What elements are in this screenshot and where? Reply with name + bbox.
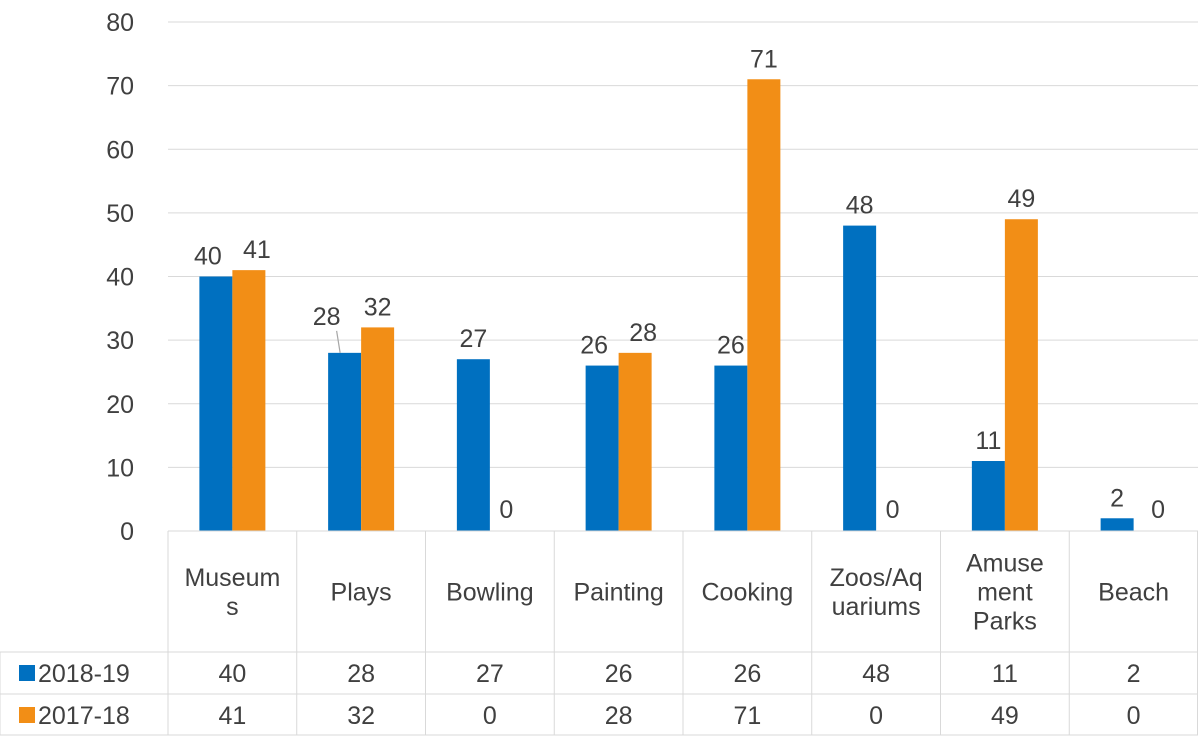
bar-2018-19 xyxy=(1100,518,1134,531)
gridlines xyxy=(168,21,1198,468)
data-label: 11 xyxy=(975,427,1001,455)
data-label: 28 xyxy=(313,303,341,331)
data-label: 0 xyxy=(886,496,900,524)
bar-2017-18 xyxy=(232,270,266,531)
data-label: 0 xyxy=(499,496,513,524)
table-cell: 48 xyxy=(862,660,890,688)
category-label: Amuse ment Parks xyxy=(966,550,1044,636)
leader-line xyxy=(336,330,341,353)
bar-2018-19 xyxy=(328,352,362,531)
data-label: 71 xyxy=(750,45,778,73)
table-cell: 41 xyxy=(218,702,246,730)
legend-swatch-2017-18 xyxy=(19,707,35,723)
data-label: 49 xyxy=(1007,185,1035,213)
y-tick-label: 0 xyxy=(120,518,134,546)
category-label: Painting xyxy=(573,579,663,607)
table-cell: 0 xyxy=(483,702,497,730)
y-tick-label: 60 xyxy=(106,136,134,164)
category-label: Museum s xyxy=(184,564,280,621)
table-cell: 0 xyxy=(869,702,883,730)
table-cell: 2 xyxy=(1127,660,1141,688)
data-label: 48 xyxy=(846,192,874,220)
table-cell: 26 xyxy=(605,660,633,688)
table-cell: 32 xyxy=(347,702,375,730)
table-cell: 0 xyxy=(1127,702,1141,730)
bar-2018-19 xyxy=(971,461,1005,531)
data-label: 27 xyxy=(459,325,487,353)
bar-2018-19 xyxy=(843,225,877,531)
data-label: 2 xyxy=(1110,484,1124,512)
bars xyxy=(199,79,1134,532)
data-label: 26 xyxy=(717,332,745,360)
y-tick-label: 30 xyxy=(106,327,134,355)
y-tick-label: 10 xyxy=(106,454,134,482)
bar-2017-18 xyxy=(361,327,395,531)
data-label: 28 xyxy=(629,319,657,347)
table-cell: 28 xyxy=(347,660,375,688)
bar-2018-19 xyxy=(714,365,748,531)
data-label: 41 xyxy=(243,236,271,264)
data-label: 0 xyxy=(1151,496,1165,524)
category-label: Beach xyxy=(1098,579,1169,607)
y-tick-label: 80 xyxy=(106,9,134,37)
table-cell: 40 xyxy=(218,660,246,688)
category-label: Plays xyxy=(331,579,392,607)
category-label: Bowling xyxy=(446,579,534,607)
bar-2017-18 xyxy=(747,79,781,531)
y-tick-label: 70 xyxy=(106,73,134,101)
table-cell: 26 xyxy=(733,660,761,688)
table-cell: 11 xyxy=(992,660,1018,688)
table-cell: 71 xyxy=(733,702,761,730)
bar-2018-19 xyxy=(456,359,490,531)
table-cell: 49 xyxy=(991,702,1019,730)
bar-2018-19 xyxy=(199,276,233,531)
bar-2017-18 xyxy=(1004,219,1038,532)
y-tick-label: 50 xyxy=(106,200,134,228)
table-cell: 27 xyxy=(476,660,504,688)
data-table: Museum s Plays Bowling Painting Cooking Zoos/A… xyxy=(0,530,1198,736)
y-axis: 0 10 20 30 40 50 60 70 80 xyxy=(106,9,134,546)
data-label: 26 xyxy=(580,332,608,360)
legend-label: 2017-18 xyxy=(38,702,130,730)
legend-label: 2018-19 xyxy=(38,660,130,688)
legend-swatch-2018-19 xyxy=(19,665,35,681)
y-tick-label: 40 xyxy=(106,264,134,292)
y-tick-label: 20 xyxy=(106,391,134,419)
data-label: 40 xyxy=(194,243,222,271)
category-label: Zoos/Aq uariums xyxy=(830,564,923,621)
bar-2018-19 xyxy=(585,365,619,531)
category-label: Cooking xyxy=(702,579,794,607)
data-label: 32 xyxy=(364,293,392,321)
bar-2017-18 xyxy=(618,352,652,531)
table-cell: 28 xyxy=(605,702,633,730)
